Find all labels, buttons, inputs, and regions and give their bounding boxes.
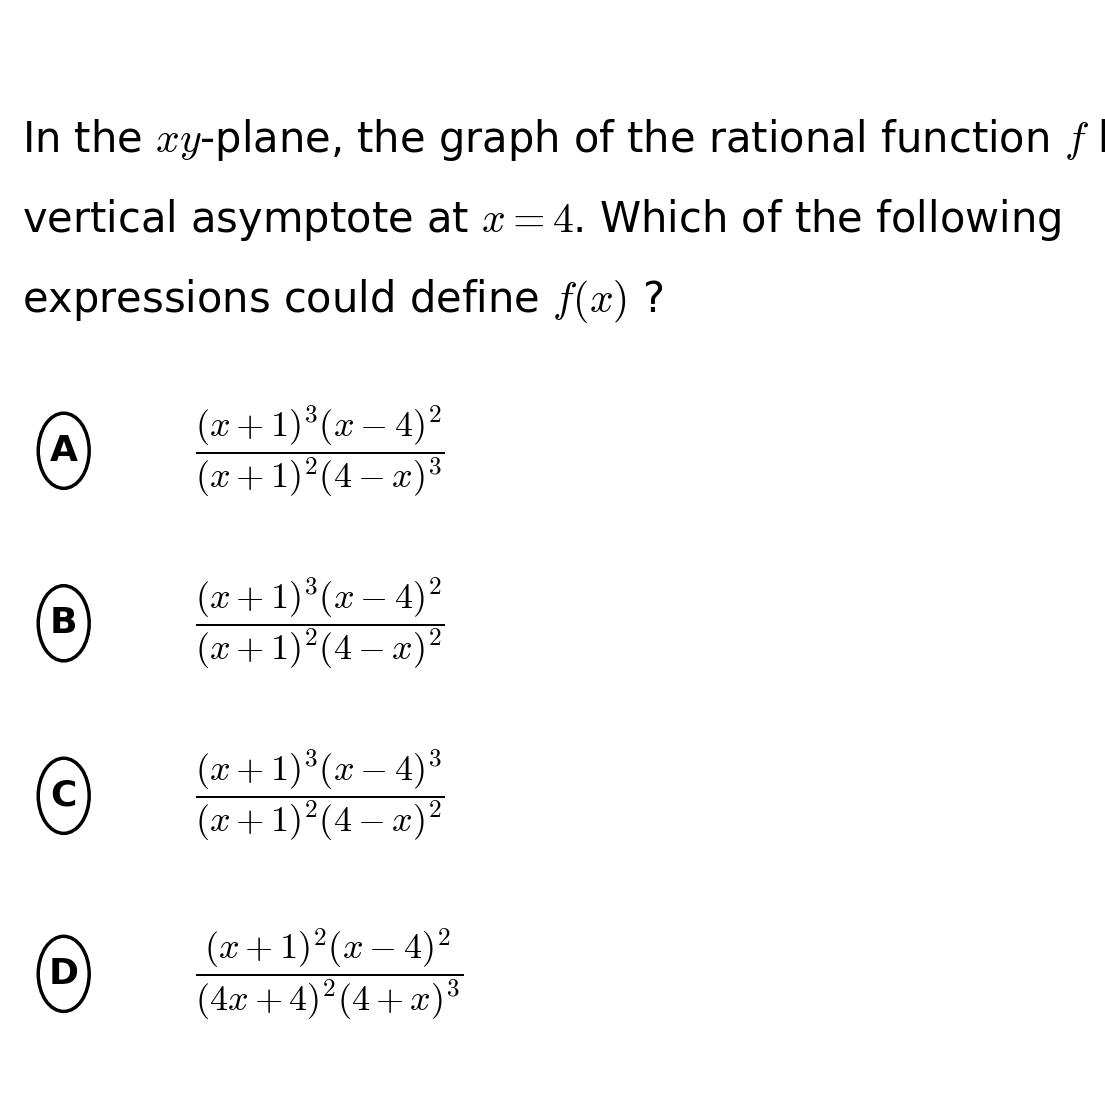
Text: $\dfrac{(x+1)^2(x-4)^2}{(4x+4)^2(4+x)^3}$: $\dfrac{(x+1)^2(x-4)^2}{(4x+4)^2(4+x)^3}… <box>194 926 463 1022</box>
Text: $\dfrac{(x+1)^3(x-4)^3}{(x+1)^2(4-x)^2}$: $\dfrac{(x+1)^3(x-4)^3}{(x+1)^2(4-x)^2}$ <box>194 748 445 844</box>
Text: $\dfrac{(x+1)^3(x-4)^2}{(x+1)^2(4-x)^3}$: $\dfrac{(x+1)^3(x-4)^2}{(x+1)^2(4-x)^3}$ <box>194 403 445 499</box>
Text: $\dfrac{(x+1)^3(x-4)^2}{(x+1)^2(4-x)^2}$: $\dfrac{(x+1)^3(x-4)^2}{(x+1)^2(4-x)^2}$ <box>194 575 445 671</box>
Text: C: C <box>51 779 77 812</box>
Text: D: D <box>49 957 78 991</box>
Text: In the $xy$-plane, the graph of the rational function $f$ has a: In the $xy$-plane, the graph of the rati… <box>22 117 1105 162</box>
Text: A: A <box>50 434 77 467</box>
Text: vertical asymptote at $x = 4$. Which of the following: vertical asymptote at $x = 4$. Which of … <box>22 197 1062 243</box>
Text: expressions could define $f(x)$ ?: expressions could define $f(x)$ ? <box>22 277 664 325</box>
Text: B: B <box>50 607 77 640</box>
